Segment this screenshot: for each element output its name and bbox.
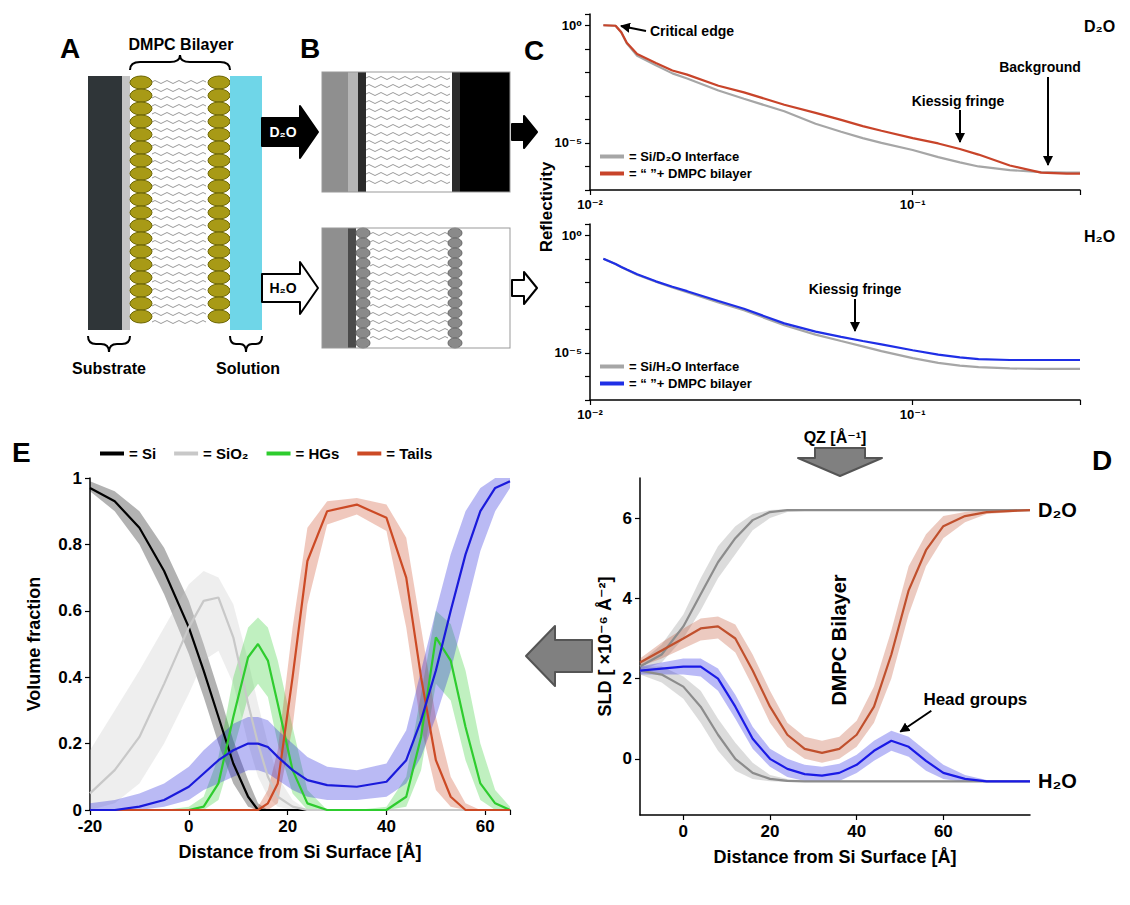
svg-text:0: 0 [72, 800, 82, 820]
svg-text:-20: -20 [78, 817, 103, 836]
svg-text:10⁻⁵: 10⁻⁵ [555, 345, 582, 360]
svg-text:D: D [1092, 445, 1112, 476]
svg-text:DMPC Bilayer: DMPC Bilayer [129, 36, 234, 53]
svg-text:= “ ”+ DMPC bilayer: = “ ”+ DMPC bilayer [629, 376, 752, 391]
svg-text:DMPC Bilayer: DMPC Bilayer [828, 574, 850, 705]
svg-text:20: 20 [278, 817, 297, 836]
svg-text:Distance from Si Surface [Å]: Distance from Si Surface [Å] [713, 847, 956, 867]
svg-text:40: 40 [847, 822, 866, 841]
svg-text:10⁻¹: 10⁻¹ [900, 407, 926, 422]
svg-text:10⁻²: 10⁻² [577, 407, 603, 422]
svg-text:Substrate: Substrate [72, 360, 146, 377]
svg-text:10⁻⁵: 10⁻⁵ [555, 135, 582, 150]
svg-text:10⁰: 10⁰ [562, 228, 582, 243]
svg-text:D₂O: D₂O [269, 124, 296, 140]
svg-text:C: C [524, 35, 544, 66]
svg-text:Reflectivity: Reflectivity [537, 161, 556, 252]
svg-text:= SiO₂: = SiO₂ [203, 445, 248, 462]
svg-text:0: 0 [184, 817, 193, 836]
svg-text:0: 0 [623, 749, 632, 768]
svg-text:20: 20 [761, 822, 780, 841]
svg-text:Critical edge: Critical edge [650, 23, 734, 39]
svg-text:B: B [300, 33, 320, 64]
svg-text:10⁰: 10⁰ [562, 18, 582, 33]
svg-text:Kiessig fringe: Kiessig fringe [809, 281, 902, 297]
svg-text:0: 0 [679, 822, 688, 841]
svg-text:= “ ”+ DMPC bilayer: = “ ”+ DMPC bilayer [629, 166, 752, 181]
svg-text:0.2: 0.2 [58, 734, 82, 753]
svg-text:Distance from Si Surface [Å]: Distance from Si Surface [Å] [178, 842, 421, 862]
svg-text:0.8: 0.8 [58, 535, 82, 554]
svg-text:SLD [ ×10⁻⁶ Å⁻²]: SLD [ ×10⁻⁶ Å⁻²] [595, 577, 615, 717]
svg-text:Head groups: Head groups [923, 690, 1027, 709]
svg-text:0.4: 0.4 [58, 668, 82, 687]
svg-text:6: 6 [623, 509, 632, 528]
svg-text:H₂O: H₂O [1038, 770, 1077, 792]
svg-text:= Si/H₂O Interface: = Si/H₂O Interface [629, 359, 739, 374]
svg-text:60: 60 [934, 822, 953, 841]
svg-text:1: 1 [73, 469, 82, 488]
svg-text:A: A [60, 33, 80, 64]
svg-text:Background: Background [999, 59, 1081, 75]
svg-text:40: 40 [377, 817, 396, 836]
svg-text:= Tails: = Tails [386, 445, 432, 462]
svg-text:Solution: Solution [216, 360, 280, 377]
svg-text:Volume fraction: Volume fraction [24, 577, 44, 712]
svg-text:60: 60 [476, 817, 495, 836]
svg-text:Kiessig fringe: Kiessig fringe [912, 93, 1005, 109]
svg-text:10⁻¹: 10⁻¹ [900, 197, 926, 212]
svg-text:H₂O: H₂O [1084, 228, 1115, 245]
svg-text:= Si/D₂O Interface: = Si/D₂O Interface [629, 149, 739, 164]
svg-text:10⁻²: 10⁻² [577, 197, 603, 212]
svg-text:E: E [12, 437, 31, 468]
svg-text:D₂O: D₂O [1084, 18, 1115, 35]
svg-text:= HGs: = HGs [296, 445, 340, 462]
svg-text:= Si: = Si [129, 445, 156, 462]
svg-text:D₂O: D₂O [1038, 499, 1077, 521]
svg-text:2: 2 [623, 669, 632, 688]
svg-text:QZ [Å⁻¹]: QZ [Å⁻¹] [804, 428, 867, 446]
svg-text:H₂O: H₂O [269, 280, 296, 296]
svg-text:4: 4 [623, 589, 633, 608]
svg-text:0.6: 0.6 [58, 601, 82, 620]
